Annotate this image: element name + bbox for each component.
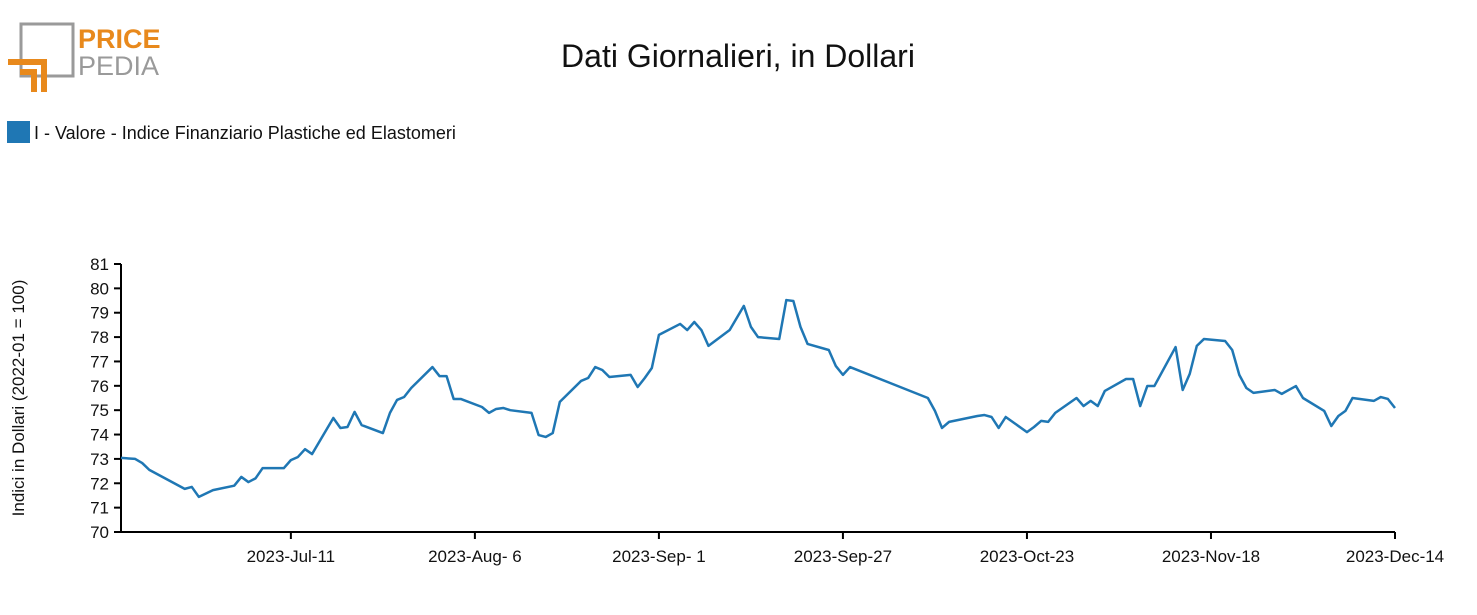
y-axis-label: Indici in Dollari (2022-01 = 100)	[9, 280, 28, 517]
x-tick-label: 2023-Nov-18	[1162, 547, 1260, 566]
legend-label: I - Valore - Indice Finanziario Plastich…	[34, 123, 456, 143]
y-tick-label: 71	[90, 499, 109, 518]
y-tick-label: 73	[90, 450, 109, 469]
x-tick-label: 2023-Jul-11	[247, 547, 336, 566]
x-tick-label: 2023-Aug- 6	[428, 547, 522, 566]
chart-title: Dati Giornalieri, in Dollari	[561, 38, 915, 74]
y-tick-label: 80	[90, 279, 109, 298]
y-tick-label: 81	[90, 255, 109, 274]
logo: PRICE PEDIA	[8, 22, 161, 92]
x-tick-label: 2023-Sep- 1	[612, 547, 706, 566]
y-tick-label: 78	[90, 328, 109, 347]
y-tick-label: 77	[90, 352, 109, 371]
logo-bottom: PEDIA	[78, 51, 159, 81]
y-tick-label: 70	[90, 523, 109, 542]
y-tick-label: 76	[90, 377, 109, 396]
y-tick-label: 75	[90, 401, 109, 420]
data-line	[120, 298, 1396, 499]
logo-mark	[8, 59, 47, 92]
x-tick-label: 2023-Oct-23	[980, 547, 1075, 566]
x-tick-label: 2023-Dec-14	[1346, 547, 1444, 566]
x-tick-label: 2023-Sep-27	[794, 547, 892, 566]
y-tick-label: 72	[90, 474, 109, 493]
legend-swatch	[7, 121, 30, 143]
y-tick-label: 74	[90, 426, 109, 445]
y-tick-label: 79	[90, 304, 109, 323]
logo-top: PRICE	[78, 24, 161, 54]
